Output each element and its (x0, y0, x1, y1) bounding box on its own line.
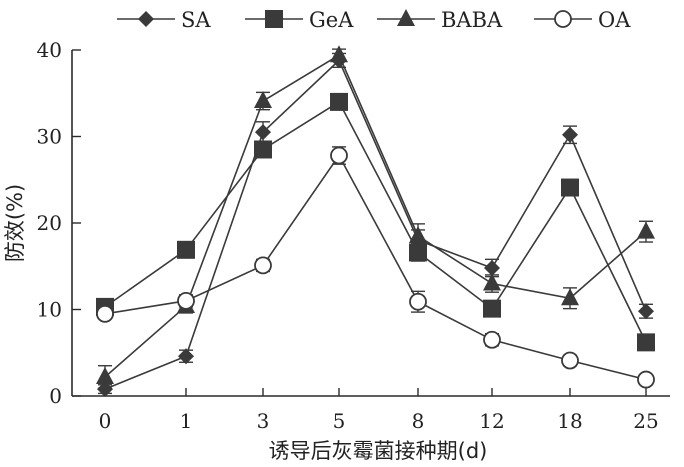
x-tick-label: 5 (333, 409, 346, 433)
series-line (104, 54, 647, 378)
series-line (104, 154, 647, 381)
data-point (561, 351, 579, 370)
legend-item-oa: OA (534, 8, 631, 32)
x-tick-label: 8 (412, 409, 425, 433)
series-baba (96, 45, 655, 389)
data-point (637, 370, 655, 389)
data-point (330, 45, 348, 63)
y-tick-label: 40 (37, 38, 62, 62)
data-point (254, 91, 272, 109)
legend-item-sa: SA (117, 8, 211, 32)
data-point (637, 221, 655, 239)
data-point (483, 273, 501, 291)
legend-marker (397, 9, 415, 26)
legend-marker (138, 11, 154, 27)
data-point (484, 259, 500, 276)
data-point (97, 381, 113, 398)
legend-label: SA (181, 8, 211, 32)
legend-label: OA (598, 8, 631, 32)
data-point (561, 288, 579, 306)
y-tick-label: 0 (49, 384, 62, 408)
data-point (177, 291, 195, 310)
x-tick-label: 12 (479, 409, 504, 433)
data-point (177, 240, 195, 259)
x-tick-label: 0 (99, 409, 112, 433)
data-point (562, 126, 578, 143)
x-axis-title: 诱导后灰霉菌接种期(d) (269, 439, 488, 463)
data-point (409, 292, 427, 311)
y-ticks: 0 10 20 30 40 (37, 38, 81, 408)
x-tick-label: 1 (180, 409, 193, 433)
legend-marker (554, 10, 572, 28)
legend-label: GeA (309, 8, 354, 32)
legend-marker (265, 10, 283, 28)
legend: SA GeA BABA OA (117, 8, 631, 32)
data-point (483, 299, 501, 318)
series-line (104, 59, 647, 390)
data-point (254, 256, 272, 275)
data-point (254, 140, 272, 159)
data-point (96, 304, 114, 323)
data-point (330, 146, 348, 165)
legend-item-gea: GeA (245, 8, 354, 32)
x-tick-label: 18 (557, 409, 582, 433)
data-point (561, 178, 579, 197)
legend-label: BABA (441, 8, 503, 32)
data-point (330, 92, 348, 111)
y-tick-label: 10 (37, 298, 62, 322)
series-oa (96, 146, 655, 389)
y-tick-label: 20 (37, 211, 62, 235)
data-point (409, 225, 427, 243)
series-line (104, 100, 647, 343)
y-axis-title: 防效(%) (3, 184, 27, 262)
x-ticks: 0 1 3 5 8 12 18 25 (99, 388, 659, 433)
data-point (96, 366, 114, 384)
data-point (638, 303, 654, 320)
data-point (255, 124, 271, 141)
x-tick-label: 3 (257, 409, 270, 433)
data-point (178, 348, 194, 365)
series-layer (96, 45, 655, 398)
data-point (637, 333, 655, 352)
data-point (483, 330, 501, 349)
axes (71, 50, 670, 397)
legend-item-baba: BABA (377, 8, 503, 32)
x-tick-label: 25 (633, 409, 658, 433)
y-tick-label: 30 (37, 125, 62, 149)
